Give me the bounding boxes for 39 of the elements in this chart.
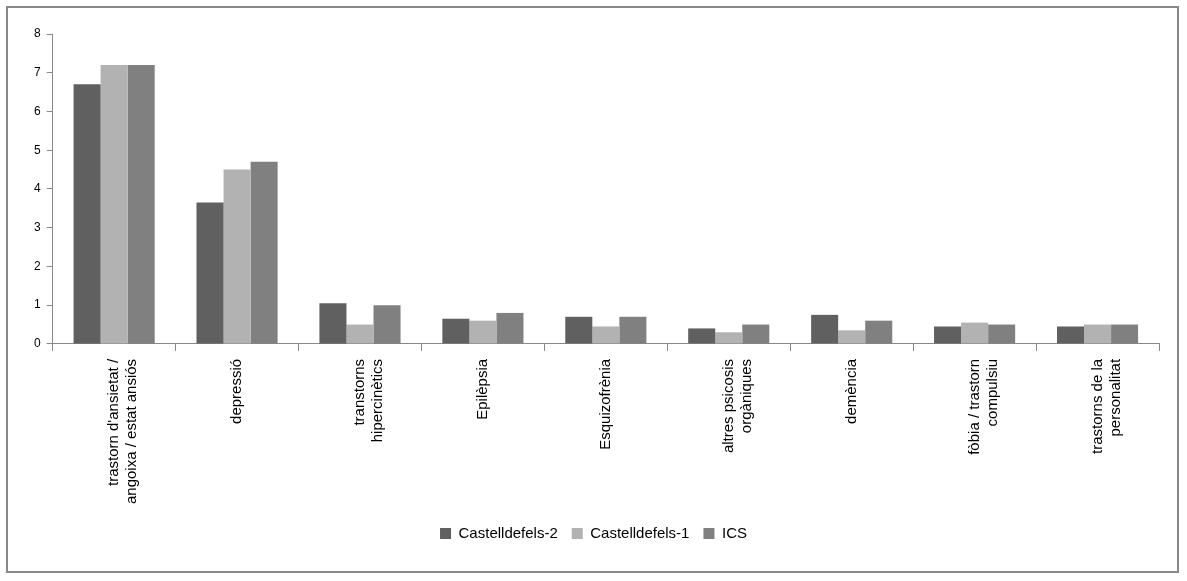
bar [319,303,347,344]
bar [934,326,962,344]
bar [346,324,374,344]
bar [100,64,128,344]
y-tick-label: 0 [33,336,41,351]
x-tick-label: trastorns de la personalitat [1087,358,1123,454]
bar [442,318,470,344]
bar [838,330,866,344]
bar [196,202,224,344]
bar [1084,324,1112,344]
x-tick-label: demència [841,358,859,424]
bar [592,326,620,344]
bar [565,316,593,344]
bar [223,169,251,344]
legend-label: ICS [721,523,747,541]
bar [961,322,989,344]
bar [715,332,743,344]
x-tick-label: transtorns hipercinètics [350,358,386,443]
y-tick-label: 6 [33,103,41,118]
y-tick-label: 1 [33,297,41,312]
y-tick-label: 4 [33,181,41,196]
bar [811,314,839,344]
y-tick-label: 8 [33,26,41,41]
x-tick-label: altres psicosis orgàniques [718,358,754,454]
y-tick-label: 5 [33,142,41,157]
y-tick-label: 3 [33,220,41,234]
legend-label: Castelldefels-2 [458,523,558,541]
x-tick-label: Esquizofrènia [595,358,613,450]
x-tick-label: depressió [227,358,245,424]
x-tick-label: Epilèpsia [473,358,491,420]
x-tick-label: fòbia / trastorn compulsiu [964,358,1000,455]
y-tick-label: 2 [33,258,41,273]
x-tick-label: trastorn d'ansietat / angoixa / estat ansiós [104,358,140,504]
bar [1056,326,1085,344]
bar [73,84,101,344]
y-tick-label: 7 [33,65,41,80]
bar [688,328,716,344]
legend-label: Castelldefels-1 [590,523,690,541]
bar [469,320,497,344]
